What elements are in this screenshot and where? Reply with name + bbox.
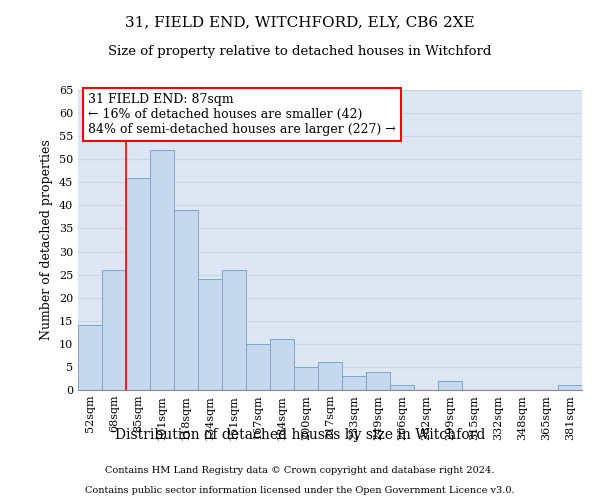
Bar <box>366 372 390 390</box>
Text: Contains HM Land Registry data © Crown copyright and database right 2024.: Contains HM Land Registry data © Crown c… <box>106 466 494 475</box>
Bar <box>342 376 366 390</box>
Bar <box>198 279 222 390</box>
Text: Distribution of detached houses by size in Witchford: Distribution of detached houses by size … <box>115 428 485 442</box>
Y-axis label: Number of detached properties: Number of detached properties <box>40 140 53 340</box>
Bar <box>246 344 270 390</box>
Bar <box>438 381 462 390</box>
Text: Contains public sector information licensed under the Open Government Licence v3: Contains public sector information licen… <box>85 486 515 495</box>
Bar <box>174 210 198 390</box>
Bar <box>102 270 126 390</box>
Text: 31 FIELD END: 87sqm
← 16% of detached houses are smaller (42)
84% of semi-detach: 31 FIELD END: 87sqm ← 16% of detached ho… <box>88 93 396 136</box>
Text: 31, FIELD END, WITCHFORD, ELY, CB6 2XE: 31, FIELD END, WITCHFORD, ELY, CB6 2XE <box>125 15 475 29</box>
Bar <box>318 362 342 390</box>
Bar <box>558 386 582 390</box>
Text: Size of property relative to detached houses in Witchford: Size of property relative to detached ho… <box>109 45 491 58</box>
Bar <box>126 178 150 390</box>
Bar <box>150 150 174 390</box>
Bar <box>222 270 246 390</box>
Bar <box>270 339 294 390</box>
Bar <box>390 386 414 390</box>
Bar <box>78 326 102 390</box>
Bar <box>294 367 318 390</box>
